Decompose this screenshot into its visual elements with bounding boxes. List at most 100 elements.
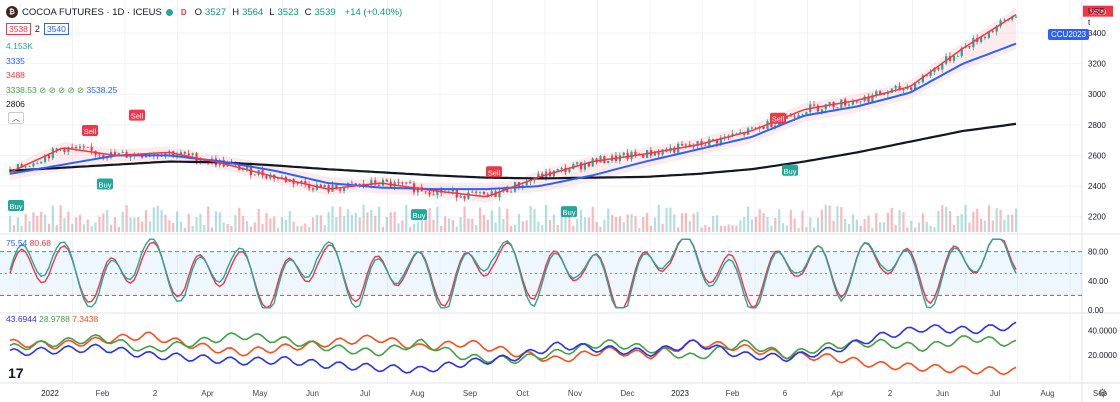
volume-bar (292, 221, 295, 232)
candle-body (478, 191, 482, 193)
candle-body (599, 156, 602, 163)
buy-price-button[interactable]: 3540 (43, 23, 69, 35)
candle-body (51, 148, 54, 159)
candle-body (591, 158, 594, 167)
candle-body (960, 47, 963, 56)
candle-body (754, 127, 757, 129)
volume-bar (106, 209, 109, 232)
volume-bar (665, 207, 668, 232)
candle-body (401, 182, 404, 184)
volume-bar (758, 209, 761, 232)
volume-bar (898, 210, 901, 232)
candle-body (750, 127, 754, 129)
volume-bar (436, 206, 439, 232)
volume-bar (67, 211, 70, 232)
volume-bar (611, 215, 614, 232)
volume-bar (871, 227, 874, 232)
candle-body (933, 67, 936, 72)
volume-bar (210, 227, 214, 232)
tradingview-logo-icon: 17 (8, 365, 24, 381)
volume-bar (766, 216, 769, 232)
sell-price-button[interactable]: 3538 (6, 23, 31, 35)
candle-body (141, 155, 144, 158)
candle-body (1003, 19, 1006, 21)
time-tick: Sep (463, 389, 478, 398)
candle-body (253, 174, 256, 176)
candle-body (432, 194, 435, 196)
volume-bar (1007, 214, 1010, 232)
stoch-tick: 0.00 (1088, 306, 1104, 315)
volume-bar (630, 213, 633, 232)
candle-body (459, 196, 462, 198)
ma-red-value: 3488 (6, 70, 25, 80)
volume-bar (133, 217, 136, 232)
volume-bar (36, 216, 39, 232)
candle-body (40, 161, 43, 164)
volume-bar (374, 215, 377, 232)
candle-body (86, 146, 89, 148)
volume-bar (743, 216, 746, 232)
volume-bar (626, 214, 629, 232)
signal-badge (97, 178, 113, 190)
volume-bar (113, 217, 117, 232)
symbol-header[interactable]: ₿ COCOA FUTURES · 1D · ICEUS D O 3527 H 356… (6, 6, 408, 18)
volume-bar (545, 204, 548, 232)
volume-bar (937, 211, 940, 232)
time-tick: Jul (360, 389, 370, 398)
candle-body (805, 112, 808, 115)
volume-bar (700, 227, 703, 232)
candle-body (875, 91, 878, 96)
volume-bar (560, 208, 563, 232)
volume-bar (75, 217, 78, 232)
candle-body (304, 180, 307, 185)
volume-bar (238, 207, 241, 232)
volume-bar (176, 211, 179, 232)
volume-bar (867, 215, 870, 232)
volume-bar (945, 206, 948, 232)
volume-bar (354, 212, 357, 232)
volume-bar (653, 217, 656, 232)
volume-bar (152, 207, 155, 232)
volume-bar (964, 204, 967, 232)
candle-body (323, 184, 326, 188)
candle-body (385, 179, 388, 182)
volume-bar (214, 211, 218, 232)
candle-body (995, 26, 998, 32)
volume-bar (669, 207, 672, 232)
gear-icon[interactable]: ⚙ (1098, 388, 1107, 399)
dmi-minus-line (9, 332, 1017, 365)
signal-label: Sell (772, 115, 785, 124)
volume-bar (529, 205, 532, 232)
volume-bar (401, 220, 404, 232)
volume-bar (607, 208, 610, 232)
candle-body (102, 155, 105, 158)
volume-bars (9, 204, 1018, 232)
volume-bar (746, 206, 750, 232)
volume-bar (494, 222, 497, 232)
time-tick: 6 (783, 389, 788, 398)
volume-bar (661, 223, 664, 232)
volume-bar (638, 227, 641, 232)
volume-bar (226, 223, 229, 232)
axes: 3400 3200 3000 2800 2600 2400 2200 80.00 40.00 0.… (8, 5, 1117, 398)
candle-body (673, 147, 676, 153)
candle-body (117, 153, 120, 155)
volume-bar (657, 204, 660, 232)
volume-bar (890, 207, 893, 232)
volume-bar (587, 217, 590, 232)
candle-body (680, 143, 684, 146)
candle-body (898, 85, 901, 91)
candle-body (16, 164, 19, 170)
volume-bar (284, 219, 287, 232)
volume-bar (300, 226, 303, 232)
candle-body (739, 132, 742, 134)
volume-bar (249, 226, 253, 232)
candle-body (335, 184, 338, 189)
currency-selector[interactable]: USD t (1088, 6, 1105, 28)
volume-bar (599, 226, 602, 232)
symbol-title[interactable]: COCOA FUTURES · 1D · ICEUS (22, 6, 162, 18)
volume-bar (137, 217, 140, 232)
chevron-up-icon[interactable]: ︿ (8, 112, 24, 124)
candle-body (525, 181, 528, 186)
